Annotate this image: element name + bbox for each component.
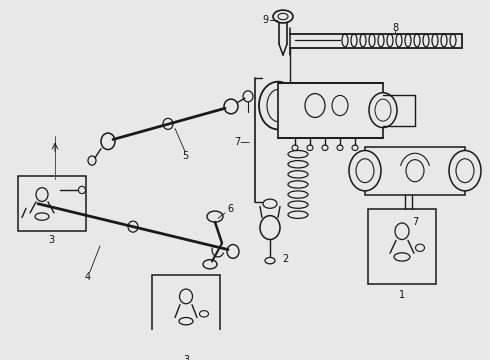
Text: 2: 2	[282, 254, 288, 264]
Text: 4: 4	[85, 272, 91, 282]
Ellipse shape	[224, 99, 238, 114]
Ellipse shape	[259, 82, 297, 129]
Ellipse shape	[387, 34, 393, 47]
Ellipse shape	[203, 260, 217, 269]
Text: 1: 1	[399, 291, 405, 301]
Bar	[278, 82, 383, 138]
Text: 9: 9	[262, 15, 268, 25]
Text: 5: 5	[182, 151, 188, 161]
Ellipse shape	[288, 191, 308, 198]
Bar	[152, 275, 220, 349]
Text: 7—: 7—	[234, 137, 250, 147]
Bar	[18, 176, 86, 231]
Ellipse shape	[288, 161, 308, 168]
Ellipse shape	[423, 34, 429, 47]
Ellipse shape	[288, 181, 308, 188]
Ellipse shape	[278, 13, 288, 20]
Ellipse shape	[450, 34, 456, 47]
Bar	[365, 147, 465, 194]
Ellipse shape	[288, 150, 308, 158]
Bar	[368, 209, 436, 284]
Ellipse shape	[369, 34, 375, 47]
Ellipse shape	[351, 34, 357, 47]
Ellipse shape	[405, 34, 411, 47]
Ellipse shape	[207, 211, 223, 222]
Text: 7: 7	[412, 217, 418, 227]
Ellipse shape	[260, 216, 280, 239]
Text: 6: 6	[227, 204, 233, 214]
Text: 3: 3	[183, 355, 189, 360]
Ellipse shape	[449, 150, 481, 191]
Text: 8: 8	[392, 23, 398, 32]
Ellipse shape	[414, 34, 420, 47]
Ellipse shape	[369, 93, 397, 127]
Ellipse shape	[378, 34, 384, 47]
Text: 3: 3	[48, 235, 54, 246]
Ellipse shape	[342, 34, 348, 47]
Ellipse shape	[396, 34, 402, 47]
Ellipse shape	[227, 244, 239, 258]
Ellipse shape	[349, 150, 381, 191]
Ellipse shape	[288, 171, 308, 178]
Ellipse shape	[26, 194, 40, 209]
Ellipse shape	[288, 211, 308, 219]
Ellipse shape	[360, 34, 366, 47]
Ellipse shape	[288, 201, 308, 208]
Ellipse shape	[432, 34, 438, 47]
Ellipse shape	[101, 133, 115, 149]
Ellipse shape	[441, 34, 447, 47]
